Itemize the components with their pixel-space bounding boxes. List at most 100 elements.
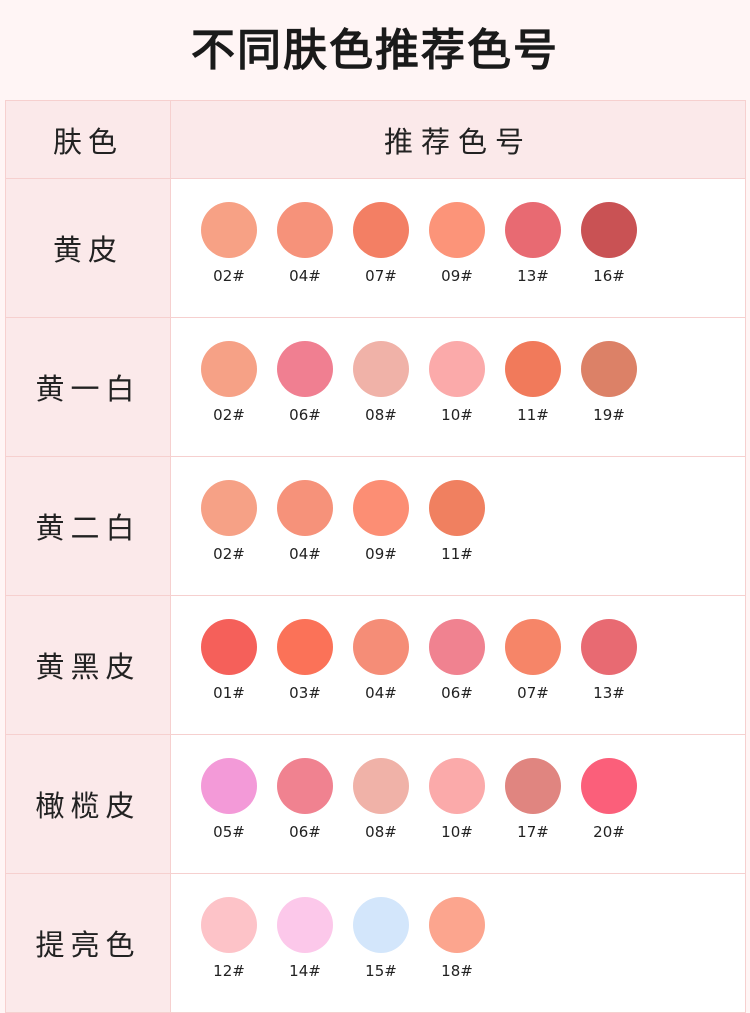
shade-swatch: 07# — [343, 202, 419, 285]
table-header: 肤色 推荐色号 — [6, 101, 746, 179]
shade-cell: 01# 03# 04# 06# 07# 13# — [171, 596, 746, 734]
color-dot — [581, 758, 637, 814]
color-dot — [505, 619, 561, 675]
shade-code: 10# — [441, 406, 473, 424]
shade-code: 11# — [441, 545, 473, 563]
shade-swatch: 02# — [191, 202, 267, 285]
shade-swatch: 03# — [267, 619, 343, 702]
color-dot — [201, 480, 257, 536]
shade-code: 16# — [593, 267, 625, 285]
shade-table: 肤色 推荐色号 黄皮 02# 04# 07# 09# 13# 16# 黄一白 02# 06# 08#… — [5, 100, 746, 1013]
shade-code: 02# — [213, 545, 245, 563]
skin-tone-label: 橄榄皮 — [6, 735, 171, 873]
shade-swatch: 07# — [495, 619, 571, 702]
shade-code: 18# — [441, 962, 473, 980]
shade-swatch: 11# — [419, 480, 495, 563]
shade-code: 05# — [213, 823, 245, 841]
shade-code: 20# — [593, 823, 625, 841]
shade-code: 06# — [289, 406, 321, 424]
shade-swatch: 06# — [267, 341, 343, 424]
shade-swatch: 20# — [571, 758, 647, 841]
shade-swatch: 10# — [419, 758, 495, 841]
color-dot — [581, 202, 637, 258]
shade-code: 17# — [517, 823, 549, 841]
header-skin-tone: 肤色 — [6, 101, 171, 178]
color-dot — [353, 341, 409, 397]
table-row: 提亮色 12# 14# 15# 18# — [6, 874, 746, 1013]
shade-swatch: 13# — [571, 619, 647, 702]
shade-swatch: 09# — [419, 202, 495, 285]
table-row: 黄二白 02# 04# 09# 11# — [6, 457, 746, 596]
header-recommended-shades: 推荐色号 — [171, 101, 746, 178]
shade-swatch: 05# — [191, 758, 267, 841]
table-row: 黄一白 02# 06# 08# 10# 11# 19# — [6, 318, 746, 457]
shade-code: 11# — [517, 406, 549, 424]
shade-code: 07# — [365, 267, 397, 285]
shade-code: 04# — [365, 684, 397, 702]
skin-tone-label: 黄皮 — [6, 179, 171, 317]
shade-code: 06# — [289, 823, 321, 841]
shade-code: 07# — [517, 684, 549, 702]
shade-swatch: 13# — [495, 202, 571, 285]
color-dot — [201, 758, 257, 814]
skin-tone-label: 黄一白 — [6, 318, 171, 456]
shade-swatch: 01# — [191, 619, 267, 702]
color-dot — [353, 758, 409, 814]
color-dot — [581, 341, 637, 397]
shade-code: 14# — [289, 962, 321, 980]
color-dot — [581, 619, 637, 675]
shade-swatch: 12# — [191, 897, 267, 980]
color-dot — [429, 202, 485, 258]
shade-cell: 05# 06# 08# 10# 17# 20# — [171, 735, 746, 873]
color-dot — [429, 619, 485, 675]
shade-swatch: 10# — [419, 341, 495, 424]
shade-cell: 12# 14# 15# 18# — [171, 874, 746, 1012]
shade-code: 03# — [289, 684, 321, 702]
color-dot — [277, 619, 333, 675]
color-dot — [353, 897, 409, 953]
skin-tone-label: 黄黑皮 — [6, 596, 171, 734]
page-title: 不同肤色推荐色号 — [191, 25, 559, 76]
shade-swatch: 16# — [571, 202, 647, 285]
color-dot — [201, 897, 257, 953]
color-dot — [277, 341, 333, 397]
color-dot — [429, 480, 485, 536]
shade-swatch: 11# — [495, 341, 571, 424]
shade-code: 19# — [593, 406, 625, 424]
shade-swatch: 14# — [267, 897, 343, 980]
color-dot — [429, 758, 485, 814]
shade-code: 01# — [213, 684, 245, 702]
shade-swatch: 04# — [267, 480, 343, 563]
shade-swatch: 08# — [343, 341, 419, 424]
shade-code: 04# — [289, 545, 321, 563]
color-dot — [429, 897, 485, 953]
table-row: 黄皮 02# 04# 07# 09# 13# 16# — [6, 179, 746, 318]
table-row: 橄榄皮 05# 06# 08# 10# 17# 20# — [6, 735, 746, 874]
color-dot — [353, 619, 409, 675]
shade-swatch: 02# — [191, 341, 267, 424]
color-dot — [277, 758, 333, 814]
shade-code: 09# — [441, 267, 473, 285]
color-dot — [353, 202, 409, 258]
shade-code: 10# — [441, 823, 473, 841]
shade-code: 09# — [365, 545, 397, 563]
color-dot — [201, 619, 257, 675]
shade-swatch: 18# — [419, 897, 495, 980]
shade-code: 08# — [365, 406, 397, 424]
shade-swatch: 06# — [267, 758, 343, 841]
shade-code: 15# — [365, 962, 397, 980]
shade-code: 06# — [441, 684, 473, 702]
shade-cell: 02# 04# 09# 11# — [171, 457, 746, 595]
shade-code: 13# — [593, 684, 625, 702]
shade-swatch: 02# — [191, 480, 267, 563]
color-dot — [505, 202, 561, 258]
color-dot — [353, 480, 409, 536]
color-dot — [277, 480, 333, 536]
skin-tone-label: 黄二白 — [6, 457, 171, 595]
shade-swatch: 04# — [343, 619, 419, 702]
shade-swatch: 15# — [343, 897, 419, 980]
shade-code: 12# — [213, 962, 245, 980]
shade-swatch: 17# — [495, 758, 571, 841]
color-dot — [201, 202, 257, 258]
color-dot — [505, 341, 561, 397]
